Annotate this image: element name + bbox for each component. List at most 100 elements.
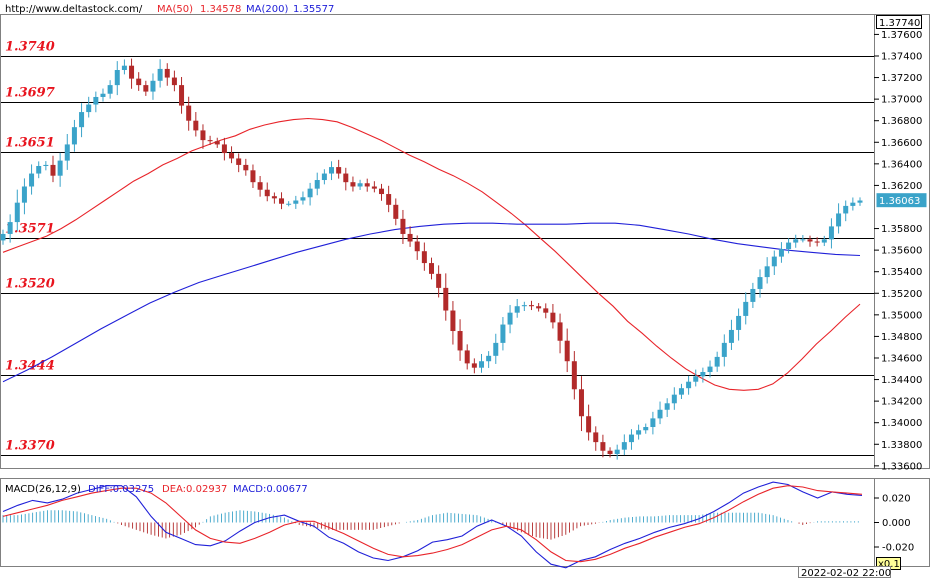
candle-body bbox=[528, 305, 534, 307]
candle-body bbox=[371, 186, 377, 189]
candle-body bbox=[257, 182, 263, 190]
ma50-line bbox=[2, 117, 861, 391]
candle-body bbox=[821, 239, 827, 243]
candle-body bbox=[71, 127, 77, 145]
current-price-label: 1.36063 bbox=[879, 196, 920, 207]
candle-body bbox=[336, 167, 342, 174]
candle-body bbox=[850, 202, 856, 206]
candle-body bbox=[500, 324, 506, 343]
candle-body bbox=[450, 310, 456, 332]
candle-body bbox=[250, 170, 256, 183]
candle-body bbox=[236, 158, 242, 165]
price-axis-tick-label: 1.35200 bbox=[881, 289, 922, 300]
candle-body bbox=[536, 306, 542, 309]
candle-body bbox=[321, 173, 327, 181]
candle-body bbox=[150, 80, 156, 92]
candle-body bbox=[243, 164, 249, 171]
candle-body bbox=[200, 130, 206, 141]
candle-body bbox=[171, 77, 177, 86]
candle-body bbox=[407, 233, 413, 242]
candle-body bbox=[636, 430, 642, 435]
candle-body bbox=[436, 273, 442, 288]
candle-body bbox=[107, 85, 113, 94]
candle-body bbox=[221, 144, 227, 154]
candle-body bbox=[329, 167, 335, 174]
price-axis-tick-label: 1.37200 bbox=[881, 73, 922, 84]
candle-body bbox=[550, 312, 556, 323]
candle-body bbox=[657, 409, 663, 419]
candle-body bbox=[843, 205, 849, 214]
candle-body bbox=[736, 315, 742, 330]
candle-body bbox=[493, 342, 499, 356]
candle-body bbox=[693, 376, 699, 382]
top-readout-box bbox=[876, 15, 922, 29]
candle-body bbox=[264, 189, 270, 197]
candle-body bbox=[700, 372, 706, 377]
candle-body bbox=[129, 65, 135, 79]
ma200-value: 1.35577 bbox=[293, 4, 334, 15]
candle-body bbox=[757, 277, 763, 289]
candle-body bbox=[21, 186, 27, 203]
price-axis-tick-label: 1.36200 bbox=[881, 181, 922, 192]
price-axis-tick-label: 1.34400 bbox=[881, 375, 922, 386]
candle-body bbox=[143, 85, 149, 92]
candle-body bbox=[557, 322, 563, 341]
candle-body bbox=[114, 70, 120, 86]
current-price-box bbox=[876, 193, 927, 208]
candle-body bbox=[64, 144, 70, 161]
ma200-line bbox=[2, 222, 861, 383]
candle-body bbox=[521, 305, 527, 307]
macd-axis-tick-label: 0.000 bbox=[882, 518, 911, 529]
scale-badge[interactable]: x0.1 bbox=[878, 559, 900, 570]
site-url[interactable]: http://www.deltastock.com/ bbox=[5, 4, 143, 15]
level-label: 1.3520 bbox=[5, 277, 55, 292]
candle-body bbox=[57, 160, 63, 176]
candle-body bbox=[593, 432, 599, 443]
candle-body bbox=[686, 381, 692, 389]
candle-body bbox=[607, 450, 613, 454]
candle-body bbox=[750, 288, 756, 302]
candle-body bbox=[36, 166, 42, 174]
candle-body bbox=[707, 366, 713, 373]
macd-title: MACD(26,12,9) bbox=[5, 484, 81, 495]
candle-body bbox=[179, 85, 185, 106]
candle-body bbox=[678, 388, 684, 395]
candle-body bbox=[343, 173, 349, 183]
candle-body bbox=[93, 96, 99, 105]
price-axis-tick-label: 1.36600 bbox=[881, 138, 922, 149]
candle-body bbox=[386, 194, 392, 205]
candle-body bbox=[286, 203, 292, 205]
candle-body bbox=[207, 140, 213, 142]
candle-body bbox=[743, 301, 749, 316]
candle-body bbox=[214, 141, 220, 145]
candle-body bbox=[664, 403, 670, 410]
price-axis-tick-label: 1.37600 bbox=[881, 30, 922, 41]
candle-body bbox=[314, 180, 320, 189]
candle-body bbox=[100, 93, 106, 97]
candle-body bbox=[0, 233, 6, 241]
candle-body bbox=[764, 266, 770, 278]
candle-body bbox=[7, 222, 13, 234]
candle-body bbox=[29, 173, 35, 187]
candle-body bbox=[621, 442, 627, 450]
level-label: 1.3444 bbox=[5, 359, 55, 374]
candle-body bbox=[379, 188, 385, 195]
candle-body bbox=[414, 241, 420, 252]
macd-value-label: MACD:0.00677 bbox=[233, 484, 308, 495]
candle-body bbox=[671, 394, 677, 404]
price-axis-tick-label: 1.34200 bbox=[881, 397, 922, 408]
candle-body bbox=[514, 306, 520, 313]
candle-body bbox=[486, 355, 492, 362]
level-label: 1.3740 bbox=[5, 40, 55, 55]
candle-body bbox=[271, 196, 277, 199]
candle-body bbox=[828, 226, 834, 240]
candle-body bbox=[300, 197, 306, 201]
footer-timestamp: 2022-02-02 22:00 bbox=[801, 568, 891, 578]
macd-diff-label: DIFF:0.03275 bbox=[88, 484, 154, 495]
candle-body bbox=[771, 256, 777, 267]
price-axis-tick-label: 1.33800 bbox=[881, 440, 922, 451]
ma50-label: MA(50) bbox=[157, 4, 193, 15]
macd-diff-line bbox=[2, 481, 863, 569]
level-label: 1.3370 bbox=[5, 439, 55, 454]
candle-body bbox=[443, 287, 449, 311]
